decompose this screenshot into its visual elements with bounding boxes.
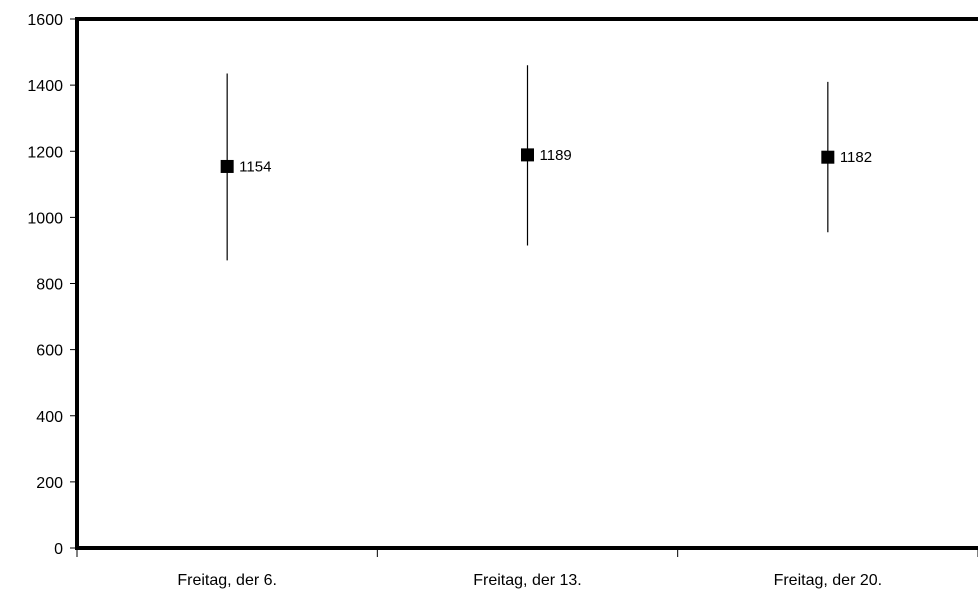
- data-markers: [220, 148, 835, 173]
- data-point: [821, 150, 835, 164]
- category-label: Freitag, der 20.: [774, 572, 883, 589]
- y-tick-label: 200: [36, 475, 63, 492]
- category-label: Freitag, der 6.: [177, 572, 277, 589]
- data-label: 1189: [540, 147, 572, 164]
- data-labels: 1154 1189 1182: [239, 147, 872, 176]
- data-point: [220, 159, 234, 173]
- data-point: [521, 148, 534, 162]
- data-label: 1182: [840, 149, 872, 166]
- y-tick-label: 1600: [27, 12, 63, 29]
- y-tick-label: 1000: [27, 210, 63, 227]
- y-tick-label: 400: [36, 409, 63, 426]
- data-label: 1154: [239, 158, 271, 175]
- error-bars: [226, 65, 829, 261]
- y-tick-label: 0: [54, 541, 63, 558]
- y-axis-ticks: 0 200 400 600 800 1000 1200 1400 1600: [27, 12, 77, 558]
- y-tick-label: 600: [36, 343, 63, 360]
- y-tick-label: 1400: [27, 78, 63, 95]
- category-label: Freitag, der 13.: [473, 572, 582, 589]
- plot-area-frame: [75, 17, 978, 550]
- y-tick-label: 1200: [27, 144, 63, 161]
- y-tick-label: 800: [36, 277, 63, 294]
- category-labels: Freitag, der 6. Freitag, der 13. Freitag, …: [177, 572, 882, 589]
